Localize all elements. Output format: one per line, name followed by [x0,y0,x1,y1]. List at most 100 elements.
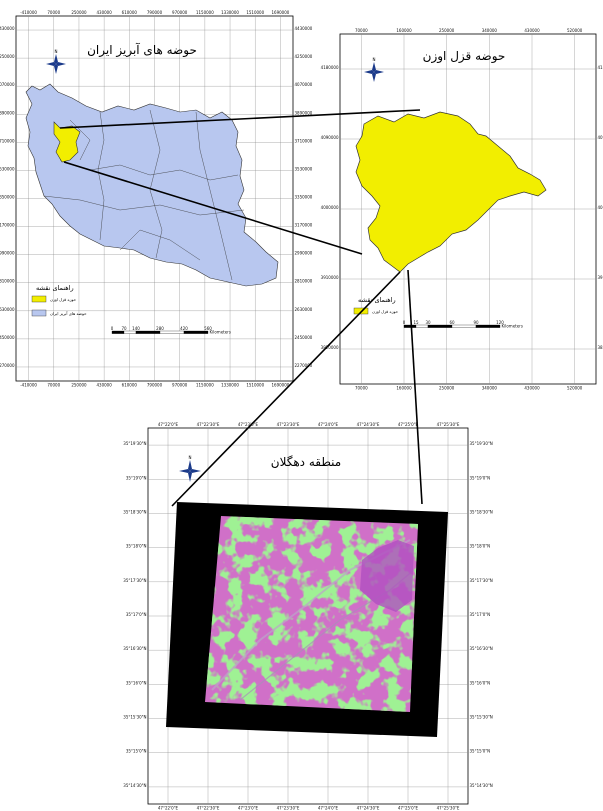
tick-label-bottom: 70000 [355,386,368,391]
tick-label-right: 4090000 [598,135,603,140]
tick-label-right: 3910000 [598,275,603,280]
scale-tick-label: 280 [156,326,164,331]
north-arrow: N [46,49,66,74]
tick-label-top: 47°23'30"E [277,422,300,427]
tick-label-left: 3890000 [0,110,15,115]
svg-text:N: N [189,455,192,460]
tick-label-bottom: 47°22'0"E [158,806,179,811]
tick-label-bottom: -410000 [20,383,37,388]
tick-label-left: 2450000 [0,335,15,340]
tick-label-top: 160000 [396,28,412,33]
basin-boundaries [43,109,245,281]
tick-label-right: 3820000 [598,345,603,350]
tick-label-top: 47°22'30"E [197,422,220,427]
tick-label-top: 520000 [567,28,583,33]
tick-label-bottom: 1510000 [246,383,264,388]
tick-label-left: 4090000 [321,135,339,140]
tick-label-bottom: 340000 [482,386,498,391]
tick-label-bottom: 1330000 [221,383,239,388]
tick-label-right: 4250000 [295,54,313,59]
tick-label-left: 4070000 [0,82,15,87]
tick-label-top: 250000 [439,28,455,33]
tick-label-top: 250000 [71,10,87,15]
svg-text:N: N [55,49,58,54]
tick-label-left: 35°16'30"N [123,646,146,651]
iran-basins-shape [25,83,279,287]
tick-label-right: 2990000 [295,251,313,256]
tick-label-right: 2270000 [295,363,313,368]
tick-label-top: 1690000 [271,10,289,15]
tick-label-right: 35°17'30"N [470,578,493,583]
tick-label-top: -410000 [20,10,37,15]
scale-tick-label: 560 [204,326,212,331]
tick-label-left: 35°17'30"N [123,578,146,583]
tick-label-left: 3170000 [0,223,15,228]
tick-label-left: 3820000 [321,345,339,350]
tick-label-right: 35°18'0"N [470,544,491,549]
tick-label-bottom: 1150000 [196,383,214,388]
tick-label-right: 35°14'30"N [470,783,493,788]
tick-label-right: 4180000 [598,65,603,70]
scale-segment [183,330,209,334]
scale-segment [427,324,453,328]
tick-label-right: 2450000 [295,335,313,340]
tick-label-left: 2810000 [0,279,15,284]
tick-label-top: 340000 [482,28,498,33]
tick-label-right: 2810000 [295,279,313,284]
tick-label-bottom: 970000 [172,383,188,388]
tick-label-right: 35°18'30"N [470,509,493,514]
tick-label-bottom: 47°25'0"E [398,806,419,811]
tick-label-top: 1510000 [246,10,264,15]
scale-tick-label: 420 [180,326,188,331]
tick-label-top: 1150000 [196,10,214,15]
tick-label-left: 4430000 [0,26,15,31]
tick-label-top: 47°24'30"E [357,422,380,427]
tick-label-bottom: 250000 [71,383,87,388]
scale-segment [403,324,417,328]
tick-label-right: 3890000 [295,110,313,115]
tick-label-top: 47°22'0"E [158,422,179,427]
tick-label-bottom: 430000 [96,383,112,388]
scale-tick-label: 15 [413,320,419,325]
tick-label-left: 3530000 [0,166,15,171]
tick-label-left: 3350000 [0,195,15,200]
north-arrow: N [179,455,201,482]
tick-label-left: 2990000 [0,251,15,256]
scale-tick-label: 60 [449,320,455,325]
tick-label-bottom: 47°23'0"E [238,806,259,811]
tick-label-left: 35°14'30"N [123,783,146,788]
tick-label-left: 2270000 [0,363,15,368]
tick-label-bottom: 47°23'30"E [277,806,300,811]
tick-label-right: 4000000 [598,205,603,210]
tick-label-left: 35°18'30"N [123,509,146,514]
scale-segment [415,324,429,328]
legend-title: راهنمای نقشه [36,284,74,292]
tick-label-bottom: 70000 [47,383,60,388]
legend-label-basins: حوضه های آبریز ایران [50,311,87,316]
tick-label-left: 4000000 [321,205,339,210]
tick-label-right: 35°19'0"N [470,475,491,480]
tick-label-bottom: 47°24'30"E [357,806,380,811]
scale-tick-label: 120 [496,320,504,325]
tick-label-top: 610000 [122,10,138,15]
tick-label-right: 2630000 [295,307,313,312]
svg-text:N: N [373,57,376,62]
tick-label-bottom: 47°22'30"E [197,806,220,811]
tick-label-right: 35°16'0"N [470,680,491,685]
tick-label-bottom: 610000 [122,383,138,388]
tick-label-right: 4430000 [295,26,313,31]
tick-label-top: 47°24'0"E [318,422,339,427]
tick-label-right: 35°17'0"N [470,612,491,617]
tick-label-right: 35°15'0"N [470,749,491,754]
connector-lines [59,109,423,507]
tick-label-bottom: 47°25'30"E [437,806,460,811]
tick-label-right: 3170000 [295,223,313,228]
tick-label-bottom: 790000 [147,383,163,388]
iran-graticule: -410000 -410000 70000 70000 250000 250000 4300… [0,10,313,388]
tick-label-left: 35°17'0"N [126,612,147,617]
scale-unit-label: Kilometers [502,324,523,329]
legend-swatch-qezel [31,295,47,303]
